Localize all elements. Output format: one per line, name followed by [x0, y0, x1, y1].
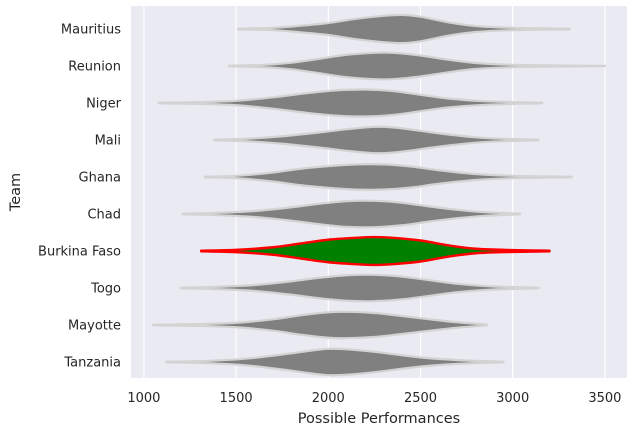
violins: [152, 13, 606, 377]
x-tick-label-1000: 1000: [127, 391, 160, 406]
y-tick-label-mali: Mali: [95, 134, 121, 149]
y-tick-label-burkina-faso: Burkina Faso: [38, 245, 121, 260]
y-tick-label-reunion: Reunion: [68, 60, 121, 75]
violin-chad: [181, 199, 522, 229]
y-tick-label-togo: Togo: [90, 282, 121, 297]
violin-burkina-faso: [199, 235, 551, 267]
violin-mauritius: [236, 13, 571, 45]
x-tick-label-2500: 2500: [404, 391, 437, 406]
x-tick-label-3000: 3000: [496, 391, 529, 406]
violin-mayotte: [152, 310, 488, 340]
violin-togo: [179, 273, 540, 303]
x-axis-label: Possible Performances: [298, 411, 460, 427]
x-tick-label-3500: 3500: [588, 391, 621, 406]
y-tick-label-mauritius: Mauritius: [61, 23, 121, 38]
y-axis-label: Team: [8, 173, 24, 212]
y-tick-label-chad: Chad: [87, 208, 121, 223]
violin-tanzania: [164, 347, 505, 377]
x-tick-label-1500: 1500: [220, 391, 253, 406]
violin-reunion: [227, 51, 606, 81]
x-tick-label-2000: 2000: [312, 391, 345, 406]
y-tick-labels: Mauritius Reunion Niger Mali Ghana Chad Burkin…: [38, 23, 122, 371]
y-tick-label-mayotte: Mayotte: [68, 319, 121, 334]
violin-ghana: [203, 163, 573, 191]
y-tick-label-niger: Niger: [86, 97, 122, 112]
x-tick-labels: 1000 1500 2000 2500 3000 3500: [127, 391, 621, 406]
y-tick-label-tanzania: Tanzania: [63, 356, 121, 371]
violin-niger: [157, 88, 544, 118]
y-tick-label-ghana: Ghana: [79, 171, 122, 186]
violin-mali: [212, 125, 540, 155]
